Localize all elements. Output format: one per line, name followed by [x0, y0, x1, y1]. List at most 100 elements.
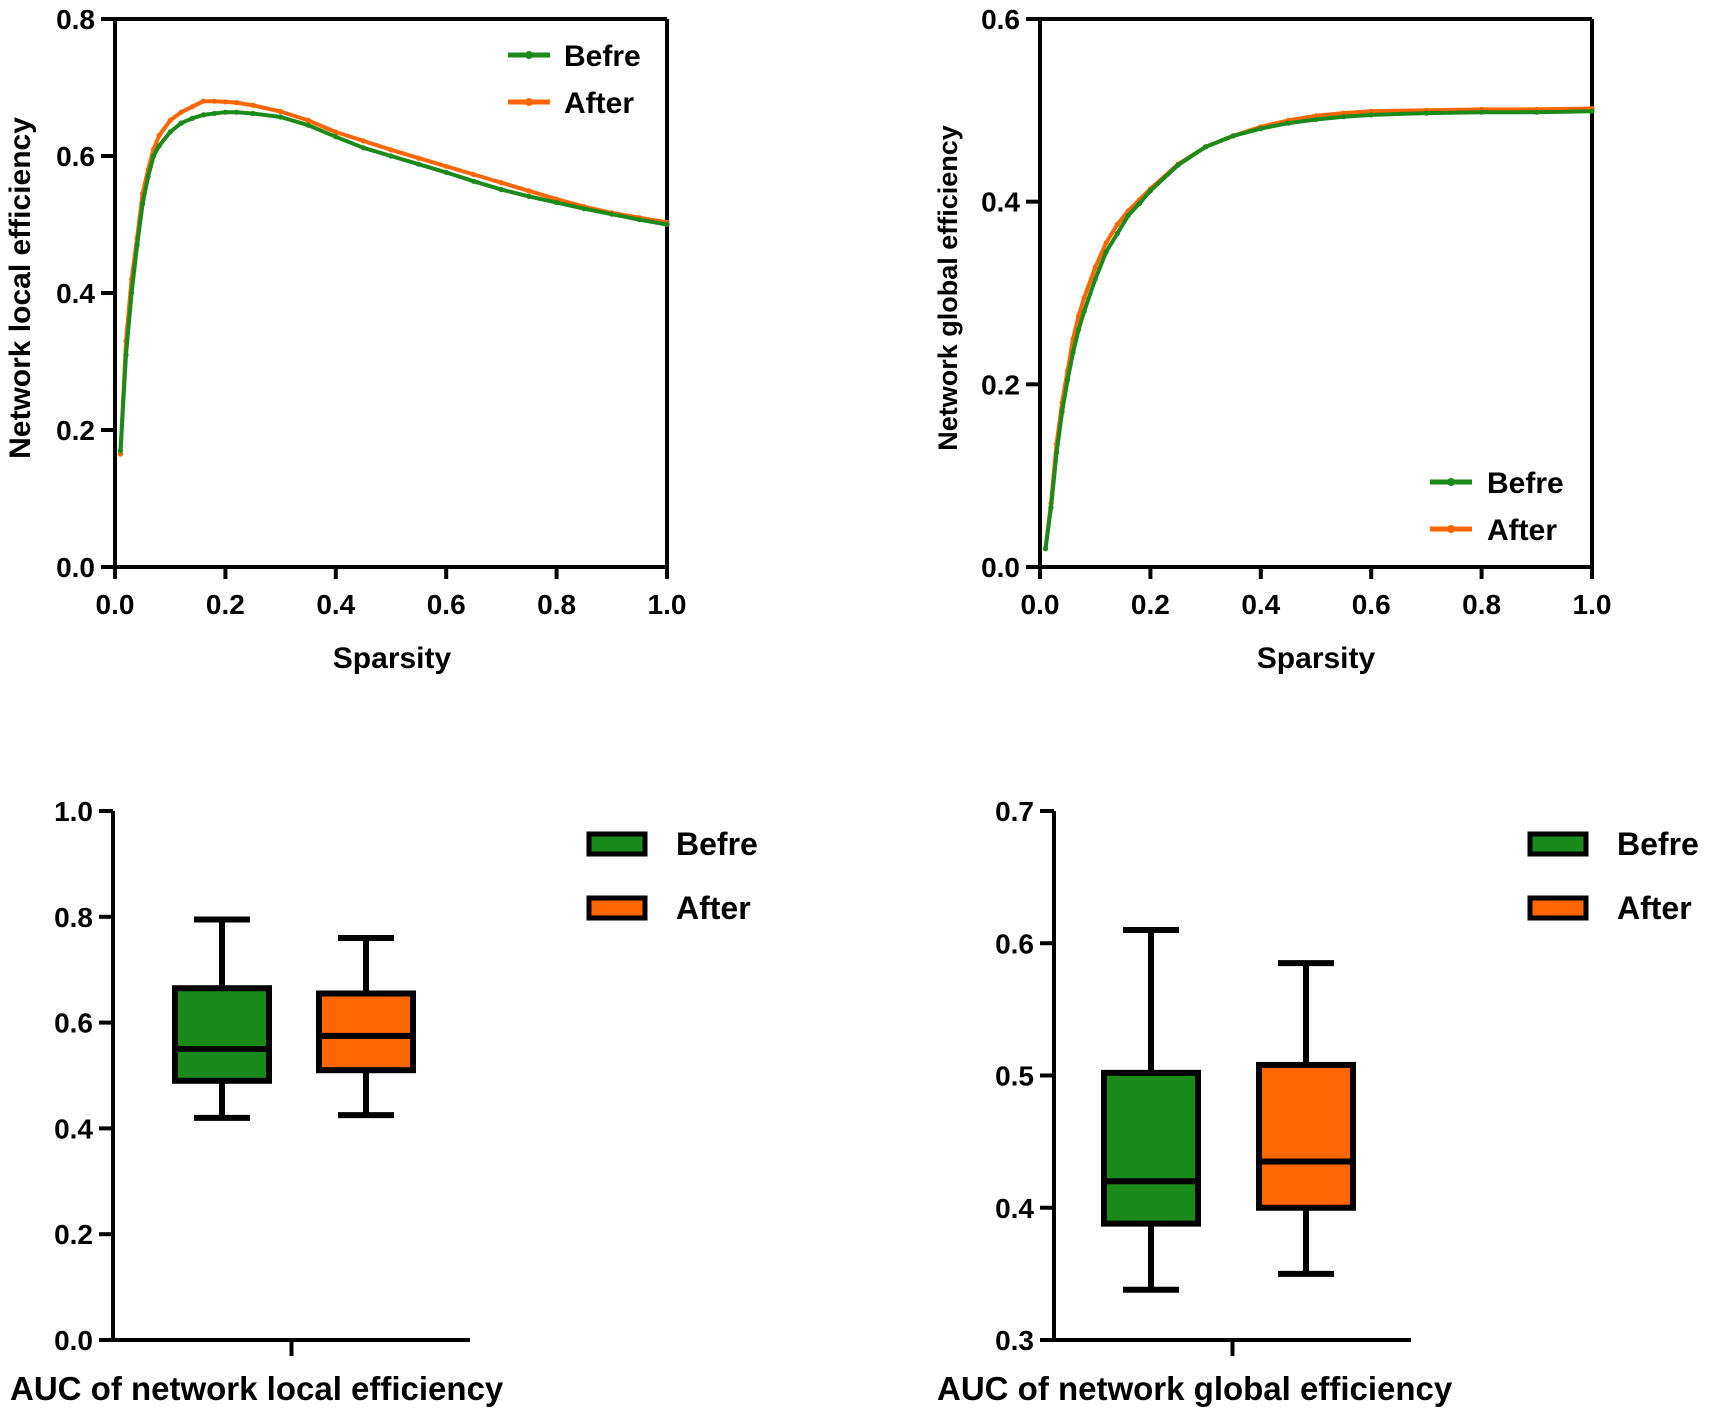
data-point-befre: [443, 169, 449, 175]
data-point-befre: [151, 153, 157, 159]
data-point-after: [250, 102, 256, 108]
data-point-befre: [1092, 276, 1098, 282]
x-tick-label: 0.4: [1241, 589, 1280, 620]
legend-befre-label: Befre: [1487, 467, 1564, 500]
data-point-befre: [388, 153, 394, 159]
x-tick-label: 1.0: [648, 589, 687, 620]
data-point-befre: [1423, 110, 1429, 116]
data-point-befre: [1313, 116, 1319, 123]
data-point-befre: [222, 109, 228, 115]
data-point-befre: [211, 110, 217, 117]
legend-befre-marker: [1447, 478, 1455, 486]
legend-after: After: [1430, 514, 1557, 547]
legend-after-label: After: [1617, 890, 1692, 926]
data-point-befre: [554, 200, 560, 206]
data-point-after: [1114, 221, 1120, 228]
series-line-befre: [118, 110, 668, 451]
data-point-befre: [526, 193, 532, 199]
box-befre: [172, 985, 272, 1084]
data-point-after: [1313, 113, 1319, 119]
data-point-befre: [664, 221, 670, 228]
data-point-befre: [1042, 546, 1049, 552]
data-point-befre: [581, 206, 587, 212]
legend-befre-swatch: [586, 831, 648, 857]
box-after: [1256, 1061, 1356, 1211]
data-point-befre: [200, 112, 206, 118]
data-point-befre: [1479, 109, 1485, 115]
x-tick-label: 0.8: [537, 589, 576, 620]
legend-after-label: After: [1487, 514, 1557, 547]
local-ylabel: Network local efficiency: [4, 117, 37, 459]
x-tick-label: 1.0: [1573, 589, 1612, 620]
data-point-befre: [1589, 108, 1595, 114]
legend-befre-swatch: [1527, 831, 1589, 857]
y-tick-label: 0.2: [54, 1219, 93, 1250]
data-point-after: [416, 155, 422, 161]
legend-after-label: After: [564, 87, 634, 120]
x-tick-label: 0.4: [316, 589, 355, 620]
box-befre: [1101, 1069, 1201, 1227]
local-efficiency-line-chart: Network local efficiency Sparsity Befre …: [4, 4, 686, 675]
y-tick-label: 0.8: [54, 902, 93, 933]
series-line-befre: [1043, 109, 1593, 549]
legend-befre-marker: [525, 51, 533, 59]
data-point-befre: [305, 122, 311, 128]
y-tick-label: 0.3: [995, 1325, 1034, 1356]
data-point-befre: [1175, 162, 1181, 168]
data-point-befre: [416, 161, 422, 167]
data-point-after: [189, 104, 195, 110]
data-point-befre: [360, 145, 366, 151]
data-point-befre: [498, 187, 504, 193]
data-point-befre: [1534, 109, 1540, 115]
y-tick-label: 0.0: [54, 1325, 93, 1356]
data-point-befre: [333, 134, 339, 140]
data-point-after: [526, 188, 532, 194]
data-point-after: [1103, 240, 1109, 246]
series-line-after: [118, 99, 668, 455]
data-point-befre: [140, 201, 146, 207]
data-point-befre: [134, 242, 140, 248]
auc-global-box-plot: AUC of network global efficiency Befre A…: [937, 796, 1699, 1407]
data-point-after: [305, 117, 311, 123]
data-point-befre: [1136, 200, 1142, 207]
box-after: [316, 990, 416, 1074]
legend-befre: Befre: [586, 826, 758, 862]
data-point-befre: [1076, 326, 1082, 333]
data-point-befre: [129, 290, 135, 296]
x-tick-label: 0.0: [96, 589, 135, 620]
global-xlabel: Sparsity: [1257, 642, 1376, 675]
data-point-after: [443, 163, 449, 169]
data-point-after: [200, 98, 206, 104]
data-point-after: [1076, 313, 1082, 319]
legend-after-marker: [525, 98, 533, 106]
data-point-befre: [250, 110, 256, 117]
y-tick-label: 0.4: [981, 187, 1020, 218]
data-point-after: [211, 98, 217, 104]
data-point-befre: [156, 143, 162, 149]
x-tick-label: 0.8: [1462, 589, 1501, 620]
x-tick-label: 0.0: [1021, 589, 1060, 620]
legend-befre-label: Befre: [564, 40, 641, 73]
legend-befre: Befre: [508, 40, 641, 73]
y-tick-label: 0.6: [995, 928, 1034, 959]
data-point-after: [388, 147, 394, 153]
data-point-after: [1368, 108, 1374, 114]
legend-after: After: [586, 890, 751, 926]
data-point-befre: [636, 217, 643, 223]
data-point-befre: [1147, 188, 1153, 194]
legend-after: After: [1527, 890, 1692, 926]
auc-global-xlabel: AUC of network global efficiency: [937, 1370, 1453, 1407]
data-point-befre: [1065, 377, 1071, 383]
data-point-befre: [167, 129, 173, 135]
data-point-after: [167, 117, 173, 123]
data-point-after: [222, 99, 228, 105]
data-point-befre: [117, 448, 124, 454]
auc-local-xlabel: AUC of network local efficiency: [10, 1370, 504, 1407]
legend-after-label: After: [676, 890, 751, 926]
data-point-befre: [189, 115, 195, 121]
data-point-befre: [1368, 112, 1374, 118]
data-point-befre: [1125, 212, 1131, 218]
global-efficiency-line-chart: Network global efficiency Sparsity Befre…: [933, 4, 1611, 675]
data-point-after: [156, 132, 162, 138]
